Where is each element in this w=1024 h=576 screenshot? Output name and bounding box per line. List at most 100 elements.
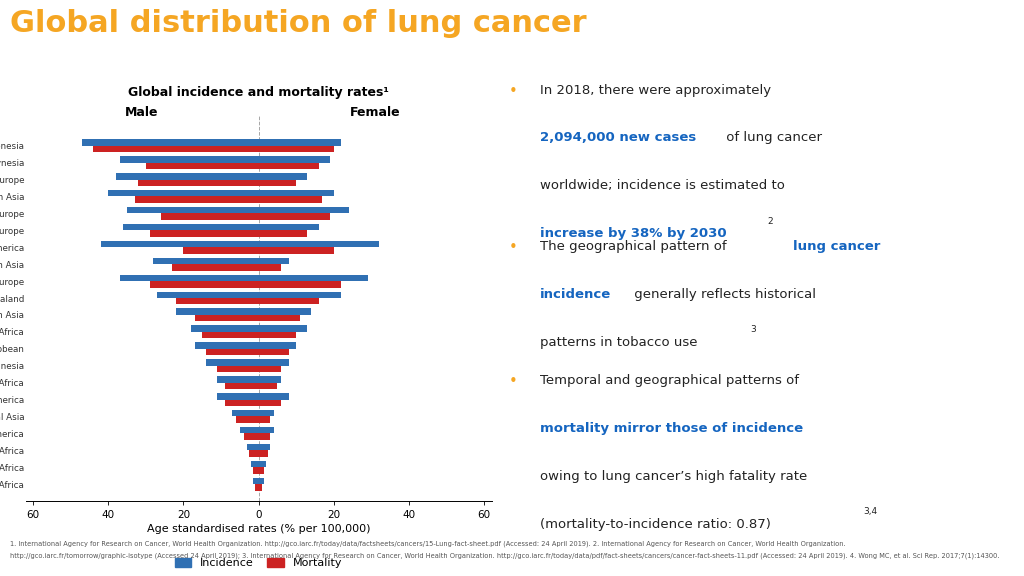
Bar xyxy=(82,139,258,146)
Bar xyxy=(258,207,349,213)
Bar xyxy=(123,224,258,230)
Bar xyxy=(93,146,258,152)
Text: In 2018, there were approximately: In 2018, there were approximately xyxy=(540,84,771,97)
Bar xyxy=(217,366,258,372)
Bar xyxy=(258,433,270,440)
Bar xyxy=(258,190,334,196)
Bar xyxy=(190,325,258,332)
Bar xyxy=(202,332,258,338)
Bar xyxy=(253,467,258,473)
Bar xyxy=(176,298,258,305)
Bar xyxy=(258,241,379,247)
Bar xyxy=(116,173,258,180)
Text: The geographical pattern of: The geographical pattern of xyxy=(540,240,730,253)
Bar xyxy=(127,207,258,213)
Bar xyxy=(206,349,258,355)
Bar xyxy=(232,410,258,416)
Bar xyxy=(258,173,307,180)
Bar xyxy=(251,461,258,467)
Bar xyxy=(195,315,258,321)
Bar xyxy=(258,410,273,416)
Bar xyxy=(244,433,258,440)
Bar xyxy=(258,281,341,287)
Bar xyxy=(224,382,258,389)
Text: 3: 3 xyxy=(751,325,757,335)
Bar xyxy=(258,444,270,450)
Text: worldwide; incidence is estimated to: worldwide; incidence is estimated to xyxy=(540,179,784,192)
Text: 3,4: 3,4 xyxy=(863,507,878,517)
Bar xyxy=(183,247,258,253)
Bar xyxy=(258,342,296,349)
Bar xyxy=(258,393,289,400)
Bar xyxy=(258,309,311,315)
Text: 2,094,000 new cases: 2,094,000 new cases xyxy=(540,131,696,145)
Bar xyxy=(249,450,258,457)
Bar xyxy=(154,257,258,264)
Bar xyxy=(134,196,258,203)
Bar xyxy=(150,230,258,237)
Bar xyxy=(258,376,282,382)
Text: 1. International Agency for Research on Cancer, World Health Organization. http:: 1. International Agency for Research on … xyxy=(10,540,846,547)
Bar xyxy=(258,325,307,332)
Legend: Incidence, Mortality: Incidence, Mortality xyxy=(170,554,347,573)
Bar xyxy=(240,427,258,433)
Bar xyxy=(258,416,270,423)
Text: 2: 2 xyxy=(767,217,772,226)
Bar xyxy=(253,478,258,484)
Bar xyxy=(258,450,268,457)
Bar xyxy=(258,213,330,220)
Bar xyxy=(161,213,258,220)
Bar xyxy=(258,382,278,389)
Bar xyxy=(258,230,307,237)
Bar xyxy=(258,359,289,366)
Bar xyxy=(217,376,258,382)
Bar xyxy=(258,467,264,473)
Bar xyxy=(109,190,258,196)
Bar xyxy=(258,427,273,433)
Bar xyxy=(258,332,296,338)
Bar xyxy=(258,275,368,281)
Text: http://gco.iarc.fr/tomorrow/graphic-isotype (Accessed 24 April 2019); 3. Interna: http://gco.iarc.fr/tomorrow/graphic-isot… xyxy=(10,553,999,559)
Bar xyxy=(120,156,258,162)
Text: Female: Female xyxy=(350,107,400,119)
Text: Temporal and geographical patterns of: Temporal and geographical patterns of xyxy=(540,374,799,388)
Bar xyxy=(258,264,282,271)
Text: •: • xyxy=(509,374,518,389)
Bar xyxy=(258,180,296,186)
Bar xyxy=(138,180,258,186)
Text: lung cancer: lung cancer xyxy=(793,240,880,253)
Text: of lung cancer: of lung cancer xyxy=(722,131,822,145)
Bar xyxy=(258,298,318,305)
Bar xyxy=(258,224,318,230)
Title: Global incidence and mortality rates¹: Global incidence and mortality rates¹ xyxy=(128,86,389,98)
Bar xyxy=(258,400,282,406)
Text: increase by 38% by 2030: increase by 38% by 2030 xyxy=(540,227,726,240)
Bar xyxy=(258,196,323,203)
Bar xyxy=(172,264,258,271)
Text: generally reflects historical: generally reflects historical xyxy=(630,288,816,301)
Bar xyxy=(100,241,258,247)
Bar xyxy=(258,139,341,146)
Bar xyxy=(258,478,264,484)
Text: patterns in tobacco use: patterns in tobacco use xyxy=(540,336,697,349)
Bar xyxy=(258,162,318,169)
X-axis label: Age standardised rates (% per 100,000): Age standardised rates (% per 100,000) xyxy=(146,524,371,535)
Bar xyxy=(224,400,258,406)
Text: owing to lung cancer’s high fatality rate: owing to lung cancer’s high fatality rat… xyxy=(540,470,807,483)
Bar xyxy=(258,247,334,253)
Bar xyxy=(258,366,282,372)
Bar xyxy=(258,484,262,491)
Bar xyxy=(258,349,289,355)
Bar xyxy=(247,444,258,450)
Bar xyxy=(236,416,258,423)
Text: Global distribution of lung cancer: Global distribution of lung cancer xyxy=(10,9,587,37)
Bar xyxy=(195,342,258,349)
Bar xyxy=(258,257,289,264)
Bar xyxy=(150,281,258,287)
Bar xyxy=(258,146,334,152)
Bar xyxy=(258,461,266,467)
Bar xyxy=(176,309,258,315)
Bar xyxy=(258,156,330,162)
Text: •: • xyxy=(509,240,518,255)
Bar xyxy=(255,484,258,491)
